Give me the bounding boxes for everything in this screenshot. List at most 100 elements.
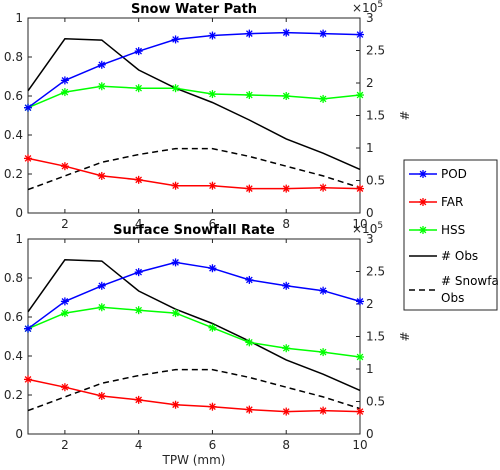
y-tick-label: 0.2 bbox=[4, 388, 23, 402]
data-point bbox=[208, 181, 217, 190]
data-point bbox=[282, 344, 291, 353]
data-point bbox=[245, 29, 254, 38]
series-line-far bbox=[27, 378, 361, 413]
y2-exponent: 5 bbox=[377, 0, 383, 10]
data-point bbox=[282, 92, 291, 100]
data-point bbox=[356, 352, 364, 361]
data-point bbox=[60, 383, 69, 392]
legend: POD FAR HSS # Obs # Snowfall Obs bbox=[403, 159, 500, 311]
data-point bbox=[171, 258, 180, 267]
data-point bbox=[245, 91, 254, 100]
data-point bbox=[134, 395, 143, 404]
y-tick-label: 0.4 bbox=[4, 349, 23, 363]
y2-tick-label: 2 bbox=[366, 297, 374, 311]
legend-label: # Obs bbox=[441, 249, 478, 263]
data-point bbox=[282, 407, 291, 416]
y-tick-label: 0.6 bbox=[4, 310, 23, 324]
x-tick-label: 8 bbox=[282, 217, 290, 231]
x-tick-label: 8 bbox=[282, 438, 290, 452]
data-point bbox=[208, 90, 217, 99]
data-point bbox=[60, 309, 69, 318]
data-point bbox=[171, 181, 180, 190]
y2-tick-label: 2 bbox=[366, 76, 374, 90]
legend-item: # Snowfall Obs bbox=[409, 274, 500, 305]
data-point bbox=[356, 297, 364, 306]
data-point bbox=[60, 88, 69, 97]
series-line-far bbox=[27, 157, 361, 190]
y2-multiplier: ×105 bbox=[352, 0, 383, 15]
y2-tick-label: 2.5 bbox=[366, 265, 385, 279]
x-tick-label: 4 bbox=[135, 438, 143, 452]
data-point bbox=[97, 303, 106, 312]
y2-tick-label: 3 bbox=[366, 11, 374, 25]
data-point bbox=[319, 286, 328, 295]
series-line--obs bbox=[27, 259, 361, 392]
x-axis-label: TPW (mm) bbox=[162, 453, 226, 467]
plot-area bbox=[27, 17, 361, 214]
data-point bbox=[282, 184, 291, 193]
y-tick-label: 0.2 bbox=[4, 167, 23, 181]
legend-item: # Obs bbox=[409, 249, 478, 263]
data-point bbox=[319, 406, 328, 415]
data-point bbox=[24, 375, 32, 384]
data-point bbox=[356, 184, 364, 193]
data-point bbox=[208, 31, 217, 40]
data-point bbox=[97, 82, 106, 91]
y2-tick-label: 1.5 bbox=[366, 109, 385, 123]
data-point bbox=[319, 94, 328, 103]
data-point bbox=[60, 297, 69, 306]
y2-tick-label: 3 bbox=[366, 232, 374, 246]
legend-marker bbox=[419, 170, 427, 178]
data-point bbox=[60, 76, 69, 85]
data-point bbox=[24, 324, 32, 333]
legend-marker bbox=[419, 226, 427, 234]
series-line--snowfall-obs bbox=[27, 368, 361, 412]
legend-item: POD bbox=[409, 167, 467, 181]
chart-panel-2: 2 4 6 8 1000.20.40.60.8100.511.522.53×105#Su… bbox=[4, 221, 411, 467]
legend-item: HSS bbox=[409, 223, 465, 237]
legend-item: FAR bbox=[409, 195, 463, 209]
y-tick-label: 0 bbox=[15, 206, 23, 220]
x-tick-label: 10 bbox=[352, 217, 367, 231]
x-tick-label: 10 bbox=[352, 438, 367, 452]
data-point bbox=[171, 35, 180, 44]
y2-tick-label: 0.5 bbox=[366, 174, 385, 188]
data-point bbox=[97, 60, 106, 69]
data-point bbox=[134, 306, 143, 315]
data-point bbox=[134, 47, 143, 56]
x-tick-label: 2 bbox=[61, 217, 69, 231]
y-tick-label: 0.6 bbox=[4, 89, 23, 103]
y2-axis-label: # bbox=[397, 110, 411, 120]
y-tick-label: 1 bbox=[15, 232, 23, 246]
data-point bbox=[208, 323, 217, 332]
data-point bbox=[319, 29, 328, 38]
chart-title: Surface Snowfall Rate bbox=[113, 223, 275, 238]
y-tick-label: 0.4 bbox=[4, 128, 23, 142]
data-point bbox=[24, 154, 32, 163]
data-point bbox=[245, 184, 254, 193]
y2-tick-label: 0 bbox=[366, 427, 374, 441]
y-tick-label: 1 bbox=[15, 11, 23, 25]
plot-area bbox=[27, 238, 361, 435]
series-line--snowfall-obs bbox=[27, 147, 361, 191]
y2-tick-label: 1 bbox=[366, 362, 374, 376]
y2-tick-label: 2.5 bbox=[366, 44, 385, 58]
data-point bbox=[24, 103, 32, 112]
y2-tick-label: 1 bbox=[366, 141, 374, 155]
y-tick-label: 0.8 bbox=[4, 50, 23, 64]
data-point bbox=[97, 281, 106, 290]
legend-marker bbox=[419, 198, 427, 206]
series-line-hss bbox=[27, 85, 361, 109]
x-tick-label: 6 bbox=[209, 438, 217, 452]
data-point bbox=[356, 407, 364, 416]
y2-multiplier: ×105 bbox=[352, 221, 383, 236]
data-point bbox=[319, 348, 328, 357]
legend-label: Obs bbox=[441, 291, 464, 305]
data-point bbox=[134, 84, 143, 93]
series-line-hss bbox=[27, 306, 361, 358]
data-point bbox=[245, 275, 254, 284]
series-line--obs bbox=[27, 38, 361, 171]
y2-axis-label: # bbox=[397, 331, 411, 341]
data-point bbox=[208, 264, 217, 273]
